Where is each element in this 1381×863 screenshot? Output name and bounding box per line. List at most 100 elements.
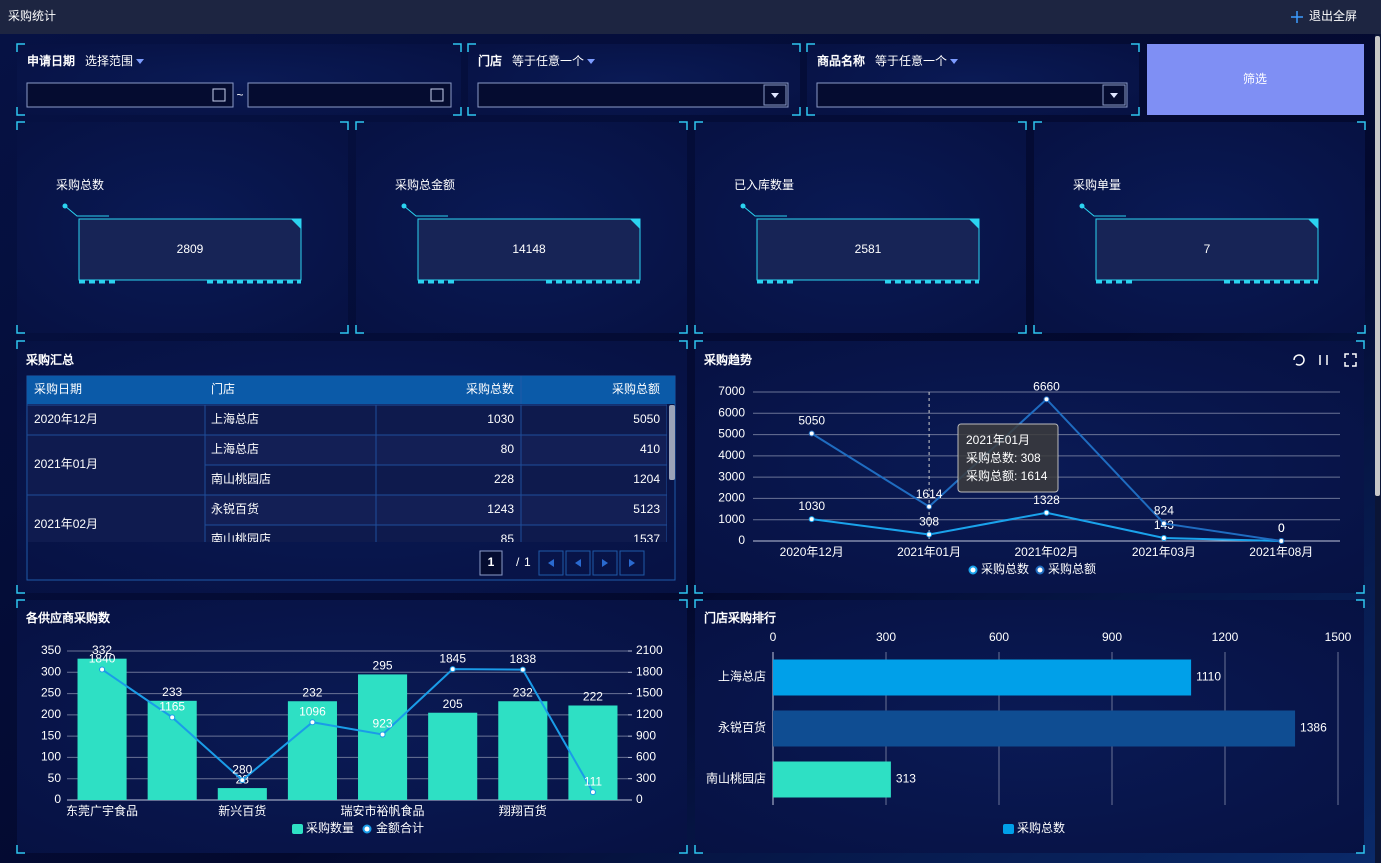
scrollbar-thumb[interactable] xyxy=(1375,36,1380,496)
page-nav-icon xyxy=(602,559,608,567)
filter-mode[interactable]: 等于任意一个 xyxy=(875,53,947,68)
panel-corner xyxy=(679,340,688,349)
y-tick-label: 150 xyxy=(41,728,61,742)
legend-label[interactable]: 金额合计 xyxy=(376,820,424,835)
legend-marker[interactable] xyxy=(1003,824,1014,834)
date-input[interactable] xyxy=(26,82,234,108)
y-tick-label: 2000 xyxy=(718,491,745,505)
data-label: 232 xyxy=(302,685,322,699)
data-label: 923 xyxy=(373,717,393,731)
exit-fullscreen[interactable]: 退出全屏 xyxy=(1309,8,1357,23)
panel-corner xyxy=(16,107,25,116)
kpi-deco-dot xyxy=(62,203,68,209)
x-tick-label: 2021年08月 xyxy=(1249,545,1313,559)
legend-label[interactable]: 采购总额 xyxy=(1048,561,1096,576)
y-tick-label: 3000 xyxy=(718,469,745,483)
legend-label[interactable]: 采购总数 xyxy=(981,561,1029,576)
data-label: 1328 xyxy=(1033,493,1060,507)
range-separator: ~ xyxy=(236,88,243,102)
legend-marker[interactable] xyxy=(362,824,372,834)
table-cell: 南山桃园店 xyxy=(211,531,271,546)
page-box[interactable] xyxy=(479,550,503,576)
point xyxy=(926,531,933,538)
data-label: 313 xyxy=(896,772,916,786)
panel-corner xyxy=(453,107,462,116)
select-arrow xyxy=(771,93,779,98)
panel-corner xyxy=(1033,121,1042,130)
panel-corner xyxy=(1033,325,1042,334)
x-tick-label: 1500 xyxy=(1325,630,1352,644)
panel-title: 门店采购排行 xyxy=(704,610,776,625)
y-tick-label: 6000 xyxy=(718,405,745,419)
kpi-box xyxy=(78,218,302,281)
panel-corner xyxy=(679,585,688,594)
panel-corner xyxy=(694,325,703,334)
point xyxy=(808,516,815,523)
legend-marker[interactable] xyxy=(968,565,978,575)
filter-mode[interactable]: 选择范围 xyxy=(85,54,133,68)
legend-marker[interactable] xyxy=(1035,565,1045,575)
data-label: 205 xyxy=(443,697,463,711)
data-label: 1096 xyxy=(299,704,326,718)
y2-tick-label: 2100 xyxy=(636,643,663,657)
page-nav[interactable] xyxy=(592,550,618,576)
select-arrow xyxy=(1110,93,1118,98)
y-tick-label: 0 xyxy=(738,533,745,547)
bar xyxy=(217,788,267,800)
y-tick-label: 南山桃园店 xyxy=(706,771,766,786)
legend-marker[interactable] xyxy=(292,824,303,834)
kpi-box-corner xyxy=(1308,219,1318,229)
tooltip xyxy=(957,423,1059,493)
table-cell: 上海总店 xyxy=(211,441,259,456)
page-nav[interactable] xyxy=(538,550,564,576)
toolbar-icon[interactable] xyxy=(1344,353,1357,367)
y2-tick-label: 1200 xyxy=(636,707,663,721)
x-tick-label: 900 xyxy=(1102,630,1122,644)
data-label: 824 xyxy=(1154,504,1174,518)
x-tick-label: 2021年02月 xyxy=(1014,545,1078,559)
select-input[interactable] xyxy=(816,82,1128,108)
header-bar xyxy=(0,0,1381,34)
bar xyxy=(77,658,127,800)
kpi-label: 采购单量 xyxy=(1073,177,1121,192)
data-label: 1030 xyxy=(798,499,825,513)
select-input[interactable] xyxy=(477,82,789,108)
page-separator: / xyxy=(516,555,520,569)
bar xyxy=(773,710,1296,747)
panel-corner xyxy=(16,325,25,334)
toolbar-icon[interactable] xyxy=(1293,354,1305,366)
bar xyxy=(773,761,891,798)
panel-corner xyxy=(1018,121,1027,130)
data-label: 0 xyxy=(1278,521,1285,535)
filter-button[interactable] xyxy=(1147,44,1364,115)
kpi-box xyxy=(1095,218,1319,281)
table-cell: 410 xyxy=(640,442,660,456)
point xyxy=(1160,534,1167,541)
tooltip-line: 采购总额: 1614 xyxy=(966,468,1048,483)
date-input[interactable] xyxy=(247,82,452,108)
filter-mode[interactable]: 等于任意一个 xyxy=(512,53,584,68)
y-tick-label: 7000 xyxy=(718,384,745,398)
toolbar-icon[interactable] xyxy=(1319,355,1328,365)
exit-icon[interactable] xyxy=(1291,11,1303,23)
y-tick-label: 50 xyxy=(48,771,62,785)
filter-label: 门店 xyxy=(478,53,502,68)
data-label: 0 xyxy=(1278,521,1285,535)
table-cell: 85 xyxy=(501,532,515,546)
legend-label[interactable]: 采购数量 xyxy=(306,820,354,835)
filter-button-text[interactable]: 筛选 xyxy=(1243,71,1267,86)
column-header: 采购日期 xyxy=(34,381,82,396)
panel-corner xyxy=(16,121,25,130)
legend-label[interactable]: 采购总数 xyxy=(1017,820,1065,835)
panel-corner xyxy=(1357,121,1366,130)
bar xyxy=(287,701,337,800)
x-tick-label: 新兴百货 xyxy=(218,803,266,818)
column-header: 采购总数 xyxy=(466,381,514,396)
panel-corner xyxy=(694,121,703,130)
page-nav[interactable] xyxy=(619,550,645,576)
page-title: 采购统计 xyxy=(8,8,56,23)
table-scroll-thumb[interactable] xyxy=(669,405,675,480)
page-nav[interactable] xyxy=(565,550,591,576)
point xyxy=(309,719,316,726)
